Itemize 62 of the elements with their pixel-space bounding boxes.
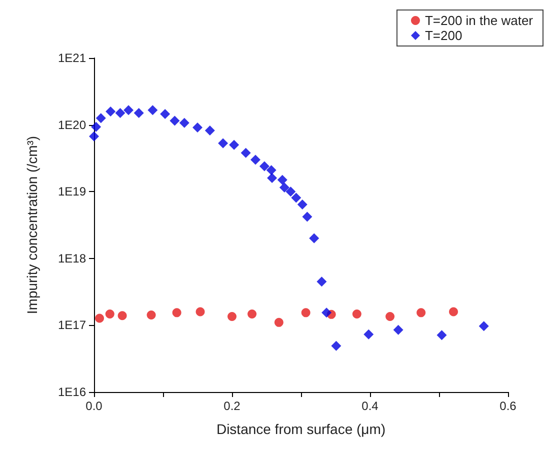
point [279, 182, 290, 193]
point [274, 318, 284, 327]
legend-label: T=200 [424, 28, 462, 43]
point [89, 131, 99, 142]
point [160, 109, 170, 120]
point [105, 310, 114, 319]
point [124, 105, 134, 116]
point [386, 312, 395, 321]
point [277, 174, 288, 185]
point [196, 307, 205, 316]
point [286, 186, 296, 197]
y-axis-title: Impurity concentration (/cm³) [24, 136, 40, 314]
point [331, 340, 342, 351]
point [416, 308, 426, 318]
x-tick-label: 0.4 [362, 399, 379, 413]
point [352, 310, 362, 319]
x-axis-title: Distance from surface (μm) [216, 421, 386, 437]
y-tick-label: 1E20 [58, 118, 86, 132]
point [449, 307, 458, 316]
point [228, 312, 236, 321]
point [478, 321, 489, 332]
point [250, 154, 260, 165]
point [91, 122, 102, 132]
point [106, 106, 116, 117]
point [115, 108, 126, 118]
point [229, 140, 240, 150]
point [179, 118, 190, 128]
point [95, 314, 104, 323]
point [316, 276, 327, 287]
legend-label: T=200 in the water [424, 13, 534, 28]
point [309, 233, 320, 244]
point [259, 161, 270, 172]
point [291, 192, 302, 203]
point [118, 311, 127, 320]
y-tick-label: 1E21 [58, 51, 86, 65]
point [172, 308, 182, 318]
point [266, 165, 276, 176]
point [364, 329, 374, 340]
point [170, 116, 180, 126]
point [204, 126, 215, 136]
point [393, 324, 404, 335]
point [436, 330, 447, 340]
y-tick-label: 1E16 [58, 385, 86, 399]
point [96, 113, 106, 124]
point [148, 105, 158, 116]
point [134, 108, 144, 118]
point [248, 310, 257, 319]
point [322, 308, 332, 318]
point [192, 122, 202, 133]
point [302, 212, 312, 222]
x-tick-label: 0.2 [224, 399, 241, 413]
point [267, 172, 278, 183]
point [240, 148, 251, 158]
point [297, 200, 308, 210]
point [146, 310, 156, 320]
x-tick-label: 0.0 [86, 399, 103, 413]
point [218, 138, 228, 148]
point [301, 308, 310, 318]
x-tick-label: 0.6 [500, 399, 517, 413]
y-tick-label: 1E17 [58, 318, 86, 332]
y-tick-label: 1E18 [58, 251, 86, 266]
y-tick-label: 1E19 [58, 184, 86, 199]
